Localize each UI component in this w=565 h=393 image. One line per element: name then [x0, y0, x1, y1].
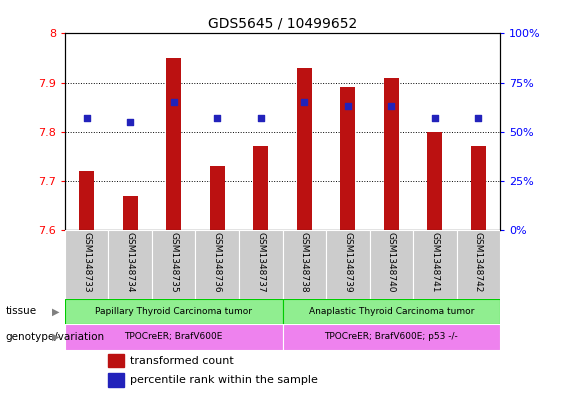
Point — [256, 115, 265, 121]
Point — [169, 99, 178, 105]
Bar — [108, 373, 124, 387]
Bar — [340, 88, 355, 230]
Text: GSM1348739: GSM1348739 — [344, 232, 352, 293]
Text: Papillary Thyroid Carcinoma tumor: Papillary Thyroid Carcinoma tumor — [95, 307, 252, 316]
Bar — [457, 230, 500, 299]
Point — [430, 115, 439, 121]
Text: Anaplastic Thyroid Carcinoma tumor: Anaplastic Thyroid Carcinoma tumor — [308, 307, 474, 316]
Text: GSM1348740: GSM1348740 — [387, 232, 396, 292]
Title: GDS5645 / 10499652: GDS5645 / 10499652 — [208, 17, 357, 31]
Point — [473, 115, 483, 121]
Bar — [370, 230, 413, 299]
Bar — [195, 230, 239, 299]
Text: tissue: tissue — [6, 307, 37, 316]
Bar — [282, 230, 326, 299]
Bar — [152, 230, 195, 299]
Point — [343, 103, 352, 109]
Text: GSM1348735: GSM1348735 — [170, 232, 178, 293]
Bar — [282, 324, 500, 350]
Text: GSM1348733: GSM1348733 — [82, 232, 91, 293]
Bar — [108, 230, 152, 299]
Bar — [253, 147, 268, 230]
Point — [125, 119, 134, 125]
Text: genotype/variation: genotype/variation — [6, 332, 105, 342]
Text: TPOCreER; BrafV600E; p53 -/-: TPOCreER; BrafV600E; p53 -/- — [324, 332, 458, 342]
Text: GSM1348737: GSM1348737 — [257, 232, 265, 293]
Bar — [166, 58, 181, 230]
Bar — [282, 299, 500, 324]
Bar — [108, 354, 124, 367]
Bar — [65, 299, 282, 324]
Bar — [384, 78, 399, 230]
Point — [212, 115, 221, 121]
Bar — [65, 324, 282, 350]
Bar — [210, 166, 225, 230]
Text: GSM1348742: GSM1348742 — [474, 232, 483, 292]
Bar — [79, 171, 94, 230]
Bar — [297, 68, 312, 230]
Point — [82, 115, 92, 121]
Text: percentile rank within the sample: percentile rank within the sample — [131, 375, 318, 386]
Bar — [65, 230, 108, 299]
Text: GSM1348741: GSM1348741 — [431, 232, 439, 292]
Point — [386, 103, 396, 109]
Text: ▶: ▶ — [52, 332, 59, 342]
Text: ▶: ▶ — [52, 307, 59, 316]
Bar — [239, 230, 282, 299]
Bar — [471, 147, 486, 230]
Text: transformed count: transformed count — [131, 356, 234, 366]
Text: GSM1348738: GSM1348738 — [300, 232, 308, 293]
Bar — [427, 132, 442, 230]
Text: GSM1348734: GSM1348734 — [126, 232, 134, 292]
Bar — [413, 230, 457, 299]
Text: TPOCreER; BrafV600E: TPOCreER; BrafV600E — [124, 332, 223, 342]
Bar — [123, 196, 138, 230]
Text: GSM1348736: GSM1348736 — [213, 232, 221, 293]
Bar — [326, 230, 370, 299]
Point — [299, 99, 308, 105]
